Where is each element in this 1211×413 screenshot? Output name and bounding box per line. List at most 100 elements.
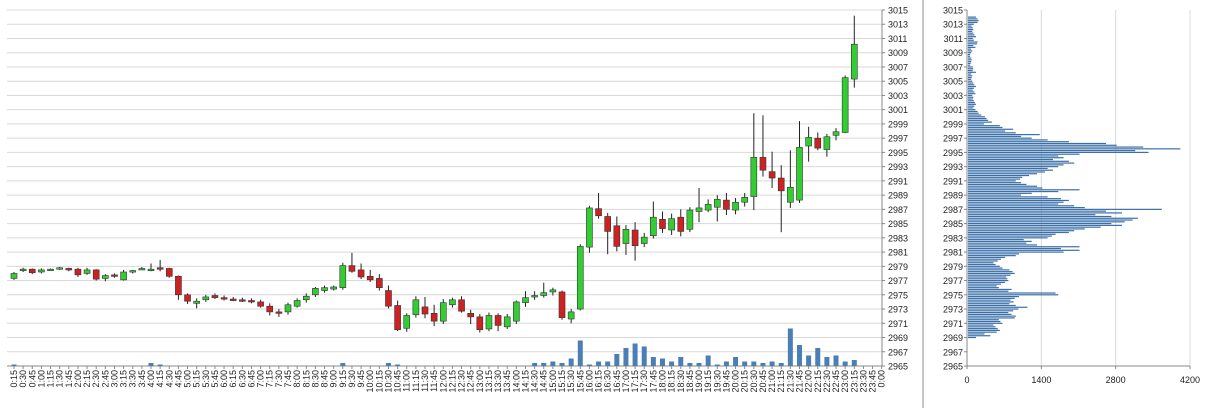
profile-bar <box>968 77 972 79</box>
main-x-tick-label: 18:00 <box>657 370 667 393</box>
volume-bar <box>395 364 401 366</box>
profile-bar <box>968 304 1016 307</box>
candle-down <box>677 216 685 232</box>
profile-bar <box>968 46 976 48</box>
main-y-tick-label: 2991 <box>888 176 908 186</box>
main-x-tick-label: 3:30 <box>128 370 138 388</box>
profile-y-tick-label: 2991 <box>943 176 963 186</box>
candle-up <box>586 207 593 248</box>
profile-bar <box>968 68 974 70</box>
profile-bar <box>968 148 1181 150</box>
main-y-tick-label: 3009 <box>888 48 908 58</box>
main-x-tick-label: 21:15 <box>776 370 786 393</box>
profile-bar <box>968 89 973 91</box>
candle-down <box>156 267 164 270</box>
profile-bar <box>968 283 1001 285</box>
profile-y-tick-label: 2997 <box>943 134 963 144</box>
volume-bar <box>806 355 812 366</box>
volume-bar <box>824 357 830 366</box>
profile-bar <box>968 25 972 27</box>
profile-bar <box>968 119 989 121</box>
main-x-tick-label: 13:00 <box>475 370 485 393</box>
profile-bar <box>968 52 972 54</box>
profile-bar <box>968 169 1053 171</box>
candle-down <box>257 301 264 307</box>
main-x-tick-label: 9:45 <box>356 370 366 388</box>
volume-bar <box>705 355 711 366</box>
profile-bar <box>968 182 1022 184</box>
main-x-tick-label: 6:00 <box>219 370 229 388</box>
profile-bar <box>968 322 1003 324</box>
main-y-tick-label: 2975 <box>888 290 908 300</box>
profile-bar <box>968 244 1038 246</box>
profile-bar <box>968 235 1052 237</box>
volume-bar <box>577 340 583 366</box>
profile-bar <box>968 18 978 20</box>
main-x-tick-label: 5:15 <box>192 370 202 388</box>
main-x-tick-label: 22:00 <box>804 370 814 393</box>
main-y-tick-label: 2983 <box>888 233 908 243</box>
profile-bar <box>968 39 974 41</box>
main-x-tick-label: 20:45 <box>758 370 768 393</box>
main-x-tick-label: 16:15 <box>594 370 604 393</box>
profile-bar <box>968 319 999 321</box>
main-x-tick-label: 18:30 <box>676 370 686 393</box>
main-x-tick-label: 10:00 <box>365 370 375 393</box>
profile-bar <box>968 247 1061 250</box>
profile-bar <box>968 41 978 43</box>
profile-bar <box>968 43 978 45</box>
profile-y-tick-label: 2971 <box>943 319 963 329</box>
profile-y-tick-label: 2977 <box>943 276 963 286</box>
candle-down <box>65 268 73 271</box>
candle-up <box>796 147 803 201</box>
profile-bar <box>968 210 1107 212</box>
profile-bar <box>968 190 1059 193</box>
candle-up <box>47 268 54 271</box>
main-x-tick-label: 14:45 <box>539 370 549 393</box>
candle-up <box>704 204 712 211</box>
profile-bar <box>968 239 1024 241</box>
profile-bar <box>968 199 1069 202</box>
main-y-tick-label: 3005 <box>888 77 908 87</box>
profile-bar <box>968 326 996 328</box>
candle-up <box>284 304 292 313</box>
profile-bar <box>968 295 1019 298</box>
profile-bar <box>968 34 975 36</box>
profile-bar <box>968 294 1059 296</box>
main-x-tick-label: 19:15 <box>703 370 713 393</box>
candle-up <box>805 137 812 147</box>
candle-down <box>385 290 392 307</box>
profile-bar <box>968 157 1064 159</box>
profile-bar <box>968 279 1009 282</box>
profile-bar <box>968 100 974 102</box>
profile-bar <box>968 55 971 57</box>
volume-bar <box>568 358 574 366</box>
main-x-tick-label: 11:15 <box>411 370 421 392</box>
candle-up <box>312 288 319 296</box>
candle-up <box>321 287 328 291</box>
profile-y-tick-label: 2973 <box>943 305 963 315</box>
main-x-tick-label: 1:00 <box>36 370 46 388</box>
volume-profile-bars <box>968 16 1181 339</box>
main-y-tick-label: 3007 <box>888 62 908 72</box>
profile-bar <box>968 299 1011 301</box>
main-x-tick-label: 9:15 <box>338 370 348 388</box>
profile-y-axis: 2965 2967 2969 2971 2973 2975 2977 2979 2981 2983… <box>943 6 967 372</box>
main-x-tick-label: 13:45 <box>502 370 512 393</box>
profile-grid <box>966 10 1191 367</box>
volume-bar <box>148 363 154 366</box>
profile-bar <box>968 30 973 32</box>
volume-bar <box>669 361 675 366</box>
profile-bar <box>968 93 976 95</box>
candle-down <box>165 268 173 277</box>
profile-bar <box>968 94 973 97</box>
profile-bar <box>968 312 1009 314</box>
profile-bar <box>968 166 1059 168</box>
profile-bar <box>968 196 1048 198</box>
profile-bar <box>968 267 1003 269</box>
profile-bar <box>968 297 1015 299</box>
candle-up <box>102 275 109 279</box>
candle-down <box>376 278 383 288</box>
profile-bar <box>968 201 1064 203</box>
